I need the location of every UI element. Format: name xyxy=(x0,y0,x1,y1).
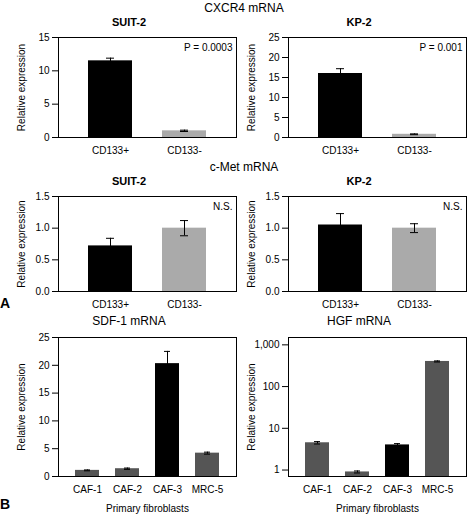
svg-text:0: 0 xyxy=(44,471,50,482)
svg-text:MRC-5: MRC-5 xyxy=(422,484,454,495)
svg-text:Relative expression: Relative expression xyxy=(16,363,27,450)
svg-text:CAF-1: CAF-1 xyxy=(73,484,102,495)
svg-text:CD133-: CD133- xyxy=(397,299,431,310)
svg-text:P = 0.0003: P = 0.0003 xyxy=(184,42,233,53)
svg-text:15: 15 xyxy=(268,72,280,83)
svg-text:0: 0 xyxy=(274,132,280,143)
svg-text:Primary fibroblasts: Primary fibroblasts xyxy=(336,503,419,514)
svg-text:Relative expression: Relative expression xyxy=(16,200,27,287)
svg-text:N.S.: N.S. xyxy=(443,201,462,212)
svg-text:0: 0 xyxy=(44,132,50,143)
svg-text:CAF-3: CAF-3 xyxy=(153,484,182,495)
html-text:A: A xyxy=(0,295,11,311)
svg-text:1.5: 1.5 xyxy=(266,191,280,202)
html-text:KP-2: KP-2 xyxy=(346,16,372,28)
svg-text:5: 5 xyxy=(44,443,50,454)
html-text:CXCR4 mRNA: CXCR4 mRNA xyxy=(204,1,284,15)
svg-text:CAF-2: CAF-2 xyxy=(113,484,142,495)
svg-text:0.0: 0.0 xyxy=(266,286,280,297)
svg-text:1.0: 1.0 xyxy=(266,222,280,233)
svg-text:MRC-5: MRC-5 xyxy=(192,484,224,495)
svg-text:25: 25 xyxy=(268,32,280,43)
svg-text:1.0: 1.0 xyxy=(36,222,50,233)
html-text:HGF mRNA: HGF mRNA xyxy=(327,314,391,328)
svg-text:0.0: 0.0 xyxy=(36,286,50,297)
html-text:c-Met mRNA: c-Met mRNA xyxy=(209,160,279,174)
svg-text:5: 5 xyxy=(274,112,280,123)
svg-text:5: 5 xyxy=(44,98,50,109)
svg-text:CAF-1: CAF-1 xyxy=(303,484,332,495)
svg-text:10: 10 xyxy=(268,92,280,103)
svg-text:CD133+: CD133+ xyxy=(322,299,359,310)
html-text:SUIT-2: SUIT-2 xyxy=(111,16,147,28)
html-text:SDF-1 mRNA: SDF-1 mRNA xyxy=(92,314,166,328)
svg-text:Relative expression: Relative expression xyxy=(246,200,257,287)
svg-text:CD133+: CD133+ xyxy=(92,145,129,156)
svg-text:Relative expression: Relative expression xyxy=(16,44,27,131)
svg-text:CAF-3: CAF-3 xyxy=(383,484,412,495)
svg-text:N.S.: N.S. xyxy=(213,201,232,212)
svg-text:10: 10 xyxy=(38,65,50,76)
svg-text:Relative expression: Relative expression xyxy=(246,44,257,131)
svg-text:1,000: 1,000 xyxy=(254,339,279,350)
svg-text:CD133-: CD133- xyxy=(397,145,431,156)
svg-text:10: 10 xyxy=(38,415,50,426)
svg-text:CD133+: CD133+ xyxy=(92,299,129,310)
svg-text:100: 100 xyxy=(263,381,280,392)
html-text:B: B xyxy=(0,496,11,512)
svg-text:10: 10 xyxy=(268,423,280,434)
svg-text:25: 25 xyxy=(38,332,50,343)
svg-text:20: 20 xyxy=(38,360,50,371)
svg-text:CD133+: CD133+ xyxy=(322,145,359,156)
svg-text:15: 15 xyxy=(38,387,50,398)
html-text:KP-2: KP-2 xyxy=(346,175,372,187)
svg-text:0.5: 0.5 xyxy=(266,254,280,265)
svg-text:P = 0.001: P = 0.001 xyxy=(420,42,463,53)
html-text:SUIT-2: SUIT-2 xyxy=(111,175,147,187)
svg-text:1: 1 xyxy=(274,464,280,475)
svg-text:1.5: 1.5 xyxy=(36,191,50,202)
svg-text:CD133-: CD133- xyxy=(167,145,201,156)
svg-text:0.5: 0.5 xyxy=(36,254,50,265)
svg-text:CD133-: CD133- xyxy=(167,299,201,310)
svg-text:20: 20 xyxy=(268,52,280,63)
svg-text:Primary fibroblasts: Primary fibroblasts xyxy=(106,503,189,514)
svg-text:Relative expression: Relative expression xyxy=(246,363,257,450)
svg-text:15: 15 xyxy=(38,32,50,43)
svg-text:CAF-2: CAF-2 xyxy=(343,484,372,495)
